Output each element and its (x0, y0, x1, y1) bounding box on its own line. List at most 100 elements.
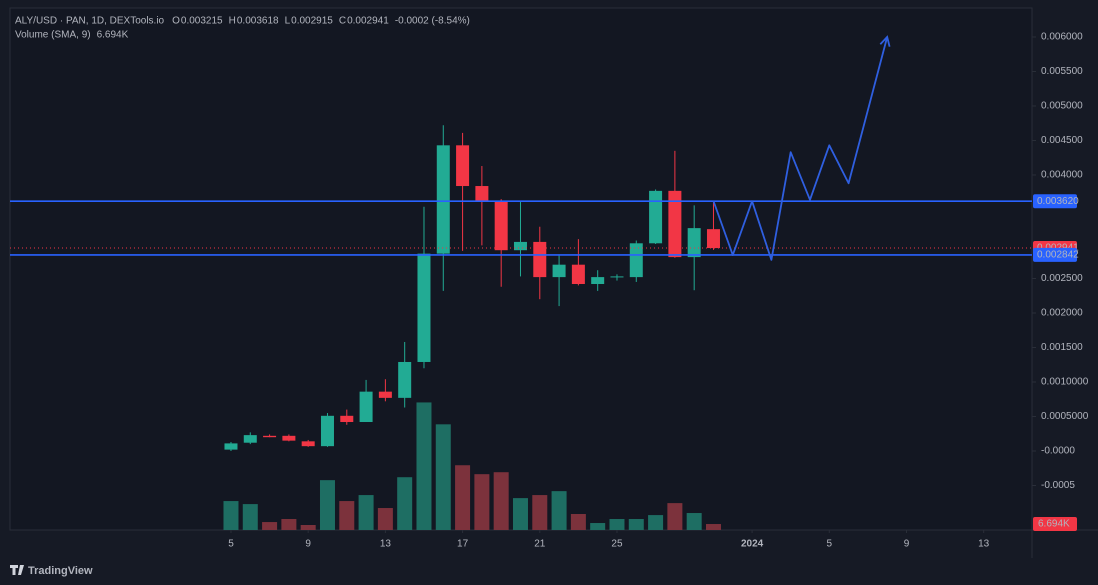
brand-logo (10, 565, 24, 575)
volume-bar (358, 495, 374, 530)
volume-bar (705, 524, 721, 530)
volume-bar (686, 513, 702, 530)
volume-bar (223, 501, 239, 530)
x-tick-label: 2024 (741, 539, 764, 550)
price-label-bg (1033, 194, 1077, 209)
brand-name: TradingView (28, 565, 93, 577)
header-l-label: L (285, 16, 291, 27)
x-tick-label: 5 (826, 539, 832, 550)
x-tick-label: 9 (904, 539, 910, 550)
volume-bar (262, 522, 278, 530)
x-tick-label: 9 (305, 539, 311, 550)
y-tick-label: 0.001500 (1041, 342, 1083, 353)
projection-arrowhead (879, 35, 891, 47)
volume-bar (590, 523, 606, 530)
y-tick-label: 0.006000 (1041, 32, 1083, 43)
volume-bar (667, 503, 683, 530)
candle-body (610, 276, 624, 278)
y-tick-label: -0.0000 (1041, 446, 1075, 457)
volume-legend: Volume (SMA, 9) (15, 30, 91, 41)
candle-body (706, 229, 720, 249)
x-tick-label: 17 (457, 539, 469, 550)
candle-body (378, 391, 392, 398)
x-tick-label: 13 (978, 539, 990, 550)
header-high: 0.003618 (237, 16, 279, 27)
candle-body (359, 391, 373, 423)
volume-bar (570, 514, 586, 530)
symbol: ALY/USD · PAN, 1D, DEXTools.io (15, 16, 165, 27)
header-low: 0.002915 (291, 16, 333, 27)
volume-bar (416, 402, 432, 530)
candle-body (687, 228, 701, 258)
volume-bar (397, 477, 413, 530)
price-label: 0.002842 (1037, 250, 1079, 261)
candle-body (263, 435, 277, 438)
plot-pane (9, 7, 1033, 531)
volume-bar (512, 498, 528, 530)
projection-line (712, 36, 889, 261)
y-tick-label: 0.004500 (1041, 135, 1083, 146)
volume-bar (281, 519, 297, 530)
candle-body (649, 190, 663, 244)
y-tick-label: -0.0005 (1041, 480, 1075, 491)
header-o-label: O (172, 16, 180, 27)
legend-header: ALY/USD · PAN, 1D, DEXTools.io O 0.003215… (15, 16, 470, 41)
x-tick-label: 13 (380, 539, 392, 550)
candle-body (282, 435, 296, 441)
volume-label-bg (1033, 517, 1077, 532)
candle-body (456, 145, 470, 187)
volume-label: 6.694K (1038, 519, 1070, 530)
volume-bar (339, 501, 355, 530)
volume-bar (377, 508, 393, 530)
candle-body (552, 264, 566, 278)
volume-legend-value: 6.694K (97, 30, 129, 41)
y-tick-label: 0.002000 (1041, 308, 1083, 319)
volume-bar (551, 491, 567, 530)
candle-body (629, 243, 643, 278)
volume-bar (474, 474, 490, 530)
volume-bar (242, 504, 258, 530)
price-label: 0.003620 (1037, 196, 1079, 207)
header-change: -0.0002 (-8.54%) (395, 16, 470, 27)
volume-bar (455, 465, 471, 530)
volume-bar (628, 519, 644, 530)
candle-body (417, 253, 431, 362)
x-tick-label: 21 (534, 539, 546, 550)
candle-body (340, 415, 354, 423)
volume-bar (300, 524, 316, 530)
header-close: 0.002941 (347, 16, 389, 27)
y-tick-label: 0.005500 (1041, 66, 1083, 77)
volume-bar (435, 424, 451, 530)
candle-body (301, 441, 315, 447)
candle-body (513, 241, 527, 251)
x-tick-label: 25 (611, 539, 623, 550)
candle-body (475, 186, 489, 202)
y-tick-label: 0.0010000 (1041, 377, 1089, 388)
candle-body (571, 264, 585, 285)
candle-body (320, 415, 334, 447)
candle-body (494, 201, 508, 251)
y-tick-label: 0.005000 (1041, 101, 1083, 112)
volume-bar (648, 515, 664, 530)
candle-body (668, 190, 682, 258)
y-tick-label: 0.0005000 (1041, 411, 1089, 422)
header-open: 0.003215 (181, 16, 223, 27)
candle-body (591, 277, 605, 285)
candle-body (243, 435, 257, 443)
candle-body (533, 241, 547, 278)
header-c-label: C (339, 16, 346, 27)
price-label-bg (1033, 247, 1077, 262)
x-tick-label: 5 (228, 539, 234, 550)
candle-body (224, 443, 238, 450)
volume-bar (493, 472, 509, 530)
y-tick-label: 0.002500 (1041, 273, 1083, 284)
candle-body (398, 361, 412, 398)
volume-bar (532, 495, 548, 530)
header-h-label: H (229, 16, 236, 27)
volume-bar (609, 519, 625, 530)
candle-body (436, 145, 450, 254)
brand: TradingView (10, 565, 93, 577)
y-tick-label: 0.004000 (1041, 170, 1083, 181)
volume-bar (319, 480, 335, 530)
